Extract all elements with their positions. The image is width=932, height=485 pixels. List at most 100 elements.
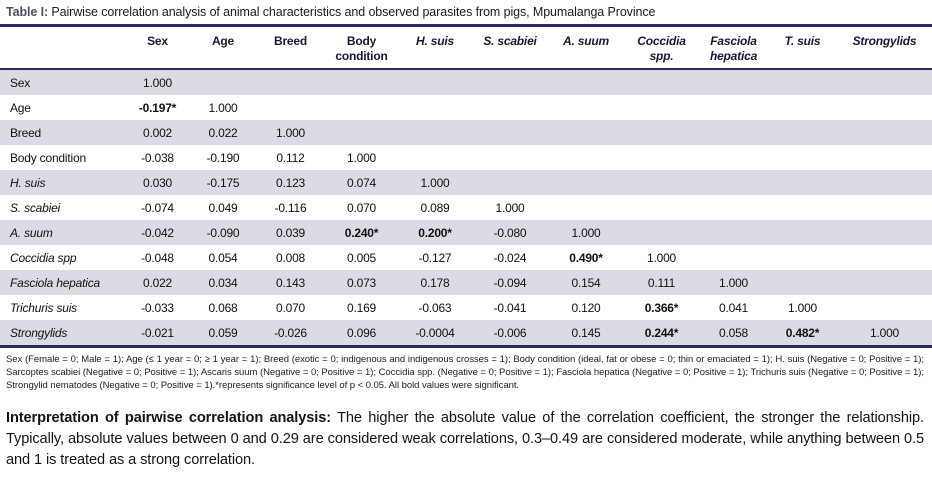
corr-value-cell — [548, 69, 624, 95]
row-label: Fasciola hepatica — [0, 270, 125, 295]
corr-value-cell: -0.026 — [256, 320, 325, 345]
corr-value-cell: 1.000 — [699, 270, 768, 295]
corr-value-cell: 0.059 — [190, 320, 256, 345]
corr-value-cell: -0.038 — [141, 150, 174, 165]
corr-value-cell: 0.120 — [571, 300, 601, 315]
row-label: Strongylids — [0, 320, 125, 345]
corr-value-cell: 0.073 — [325, 270, 398, 295]
column-header: Strongylids — [852, 34, 917, 48]
column-header: Age — [211, 34, 235, 48]
corr-value-cell: 0.482* — [768, 320, 837, 345]
corr-value-cell — [190, 69, 256, 95]
corr-value-cell: 0.058 — [699, 320, 768, 345]
column-header: Body condition — [335, 34, 388, 63]
corr-value-cell: 0.034 — [190, 270, 256, 295]
corr-value-cell: 1.000 — [125, 69, 190, 95]
corr-value-cell — [256, 69, 325, 95]
row-label: A. suum — [0, 220, 125, 245]
corr-value-cell — [837, 170, 932, 195]
corr-value-cell: 0.123 — [256, 170, 325, 195]
row-label: Sex — [0, 69, 125, 95]
table-header: Sex Age Breed Body condition H. suis S. scabi… — [0, 27, 932, 69]
corr-value-cell — [768, 95, 837, 120]
corr-value-cell — [768, 145, 837, 170]
corr-value-cell: -0.190 — [206, 150, 240, 165]
corr-value-cell: -0.024 — [493, 250, 527, 265]
corr-value-cell — [325, 69, 398, 95]
corr-value-cell: 0.005 — [346, 250, 377, 265]
corr-value-cell — [768, 220, 837, 245]
corr-value-cell — [837, 295, 932, 320]
corr-value-cell: -0.094 — [472, 270, 548, 295]
corr-value-cell: 0.039 — [256, 220, 325, 245]
corr-value-cell: 0.112 — [276, 150, 305, 165]
corr-value-cell: -0.041 — [493, 300, 527, 315]
table-row: H. suis 0.030 -0.175 0.123 0.074 1.000 — [0, 170, 932, 195]
table-row: S. scabiei -0.074 0.049 -0.116 0.070 0.089 1.0… — [0, 195, 932, 220]
corr-value-cell: 0.154 — [548, 270, 624, 295]
table-row: Coccidia spp -0.048 0.054 0.008 0.005 -0.127 -… — [0, 245, 932, 270]
corr-value-cell — [472, 145, 548, 170]
corr-value-cell — [624, 145, 699, 170]
corr-value-cell: -0.042 — [125, 220, 190, 245]
corr-value-cell — [398, 69, 472, 95]
corr-value-cell: 0.022 — [190, 120, 256, 145]
column-header: Sex — [147, 34, 168, 48]
table-row: Age -0.197* 1.000 — [0, 95, 932, 120]
corr-value-cell — [768, 69, 837, 95]
corr-value-cell: 0.068 — [208, 300, 238, 315]
corr-value-cell: 1.000 — [398, 170, 472, 195]
corr-value-cell: 1.000 — [346, 150, 377, 165]
table-row: Strongylids -0.021 0.059 -0.026 0.096 -0.0004… — [0, 320, 932, 345]
corr-value-cell: -0.048 — [141, 250, 174, 265]
table-row: Trichuris suis -0.033 0.068 0.070 0.169 -0.06… — [0, 295, 932, 320]
corr-value-cell: 1.000 — [495, 200, 525, 215]
corr-value-cell — [548, 120, 624, 145]
corr-value-cell: 0.041 — [718, 300, 749, 315]
corr-value-cell — [548, 195, 624, 220]
table-header-row: Sex Age Breed Body condition H. suis S. scabi… — [0, 27, 932, 69]
corr-value-cell — [398, 120, 472, 145]
corr-value-cell — [472, 170, 548, 195]
corr-value-cell: 1.000 — [837, 320, 932, 345]
corr-value-cell — [837, 220, 932, 245]
corr-value-cell — [699, 170, 768, 195]
corr-value-cell: 1.000 — [208, 100, 238, 115]
corr-value-cell: 0.089 — [420, 200, 450, 215]
corr-value-cell: -0.006 — [472, 320, 548, 345]
corr-value-cell: -0.175 — [190, 170, 256, 195]
corr-value-cell — [699, 69, 768, 95]
column-header: Coccidia spp. — [637, 34, 686, 63]
bottom-rule — [0, 345, 932, 348]
table-caption-label: Table I: — [6, 5, 49, 19]
corr-value-cell — [624, 220, 699, 245]
table-row: Breed 0.002 0.022 1.000 — [0, 120, 932, 145]
corr-value-cell: 0.002 — [125, 120, 190, 145]
interpretation-body: The higher the absolute value of the cor… — [6, 409, 924, 468]
corr-value-cell — [837, 69, 932, 95]
column-header: A. suum — [563, 34, 609, 48]
row-label: Trichuris suis — [10, 300, 77, 315]
corr-value-cell — [398, 145, 472, 170]
corr-value-cell — [624, 195, 699, 220]
corr-value-cell: -0.116 — [274, 200, 307, 215]
table-row: A. suum -0.042 -0.090 0.039 0.240* 0.200* -0.0… — [0, 220, 932, 245]
corr-value-cell: 1.000 — [256, 120, 325, 145]
corr-value-cell — [837, 95, 932, 120]
table-row: Body condition -0.038 -0.190 0.112 1.000 — [0, 145, 932, 170]
corr-value-cell: 0.178 — [398, 270, 472, 295]
corr-value-cell — [548, 145, 624, 170]
corr-value-cell — [548, 95, 624, 120]
corr-value-cell: -0.197* — [138, 100, 177, 115]
corr-value-cell — [699, 195, 768, 220]
table-caption: Table I: Pairwise correlation analysis o… — [0, 0, 932, 24]
corr-value-cell: 0.030 — [125, 170, 190, 195]
row-label: S. scabiei — [10, 200, 61, 215]
corr-value-cell: 0.074 — [325, 170, 398, 195]
corr-value-cell — [768, 120, 837, 145]
corr-value-cell — [768, 195, 837, 220]
corr-value-cell: 0.022 — [125, 270, 190, 295]
corr-value-cell: 0.366* — [644, 300, 679, 315]
corr-value-cell — [837, 120, 932, 145]
corr-value-cell — [472, 95, 548, 120]
